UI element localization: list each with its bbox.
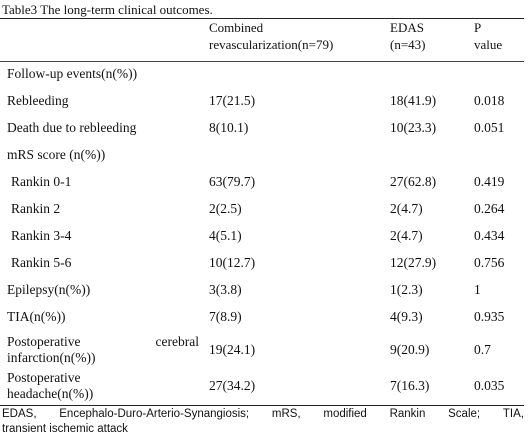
edas-value: 1(2.3)	[390, 282, 423, 297]
p-value: 0.018	[474, 93, 505, 108]
row-label: Rankin 0-1	[11, 174, 72, 189]
table-row-postoperative-cerebral-infarction: Postoperative cerebral infarction(n(%)) …	[0, 334, 524, 368]
table-row-postoperative-headache: Postoperative headache(n(%)) 27(34.2) 7(…	[0, 370, 524, 404]
row-label: Rankin 5-6	[11, 255, 72, 270]
footnote-word: Rankin	[389, 408, 426, 420]
row-label-line1: Postoperative	[7, 370, 81, 385]
footnote-word: TIA,	[502, 408, 524, 420]
table-header-rule	[0, 61, 524, 62]
footnote-word: modified	[323, 408, 367, 420]
header-edas: EDAS (n=43)	[390, 19, 426, 53]
row-label: Epilepsy(n(%))	[7, 282, 91, 297]
header-edas-line1: EDAS	[390, 20, 424, 35]
header-combined-revascularization: Combined revascularization(n=79)	[209, 19, 333, 53]
footnote-word: EDAS,	[2, 408, 37, 420]
row-label-two-line: Postoperative cerebral infarction(n(%))	[7, 334, 199, 366]
edas-value: 12(27.9)	[390, 255, 437, 270]
row-label-two-line: Postoperative headache(n(%))	[7, 370, 199, 402]
row-label-word: Postoperative	[7, 334, 81, 349]
p-value: 0.434	[474, 228, 505, 243]
edas-value: 27(62.8)	[390, 174, 437, 189]
combined-value: 3(3.8)	[209, 282, 242, 297]
header-p-line2: value	[474, 37, 503, 52]
edas-value: 18(41.9)	[390, 93, 437, 108]
header-combined-line1: Combined	[209, 20, 264, 35]
combined-value: 2(2.5)	[209, 201, 242, 216]
header-p-line1: P	[474, 20, 482, 35]
combined-value: 7(8.9)	[209, 309, 242, 324]
combined-value: 63(79.7)	[209, 174, 256, 189]
header-combined-line2: revascularization(n=79)	[209, 37, 334, 52]
combined-value: 27(34.2)	[209, 378, 256, 393]
combined-value: 10(12.7)	[209, 255, 256, 270]
combined-value: 17(21.5)	[209, 93, 256, 108]
edas-value: 2(4.7)	[390, 228, 423, 243]
row-label: Rankin 2	[11, 201, 61, 216]
p-value: 0.035	[474, 378, 505, 393]
table-footnote: EDAS, Encephalo-Duro-Arterio-Synangiosis…	[2, 407, 524, 437]
footnote-line1: EDAS, Encephalo-Duro-Arterio-Synangiosis…	[2, 407, 524, 422]
edas-value: 2(4.7)	[390, 201, 423, 216]
edas-value: 4(9.3)	[390, 309, 423, 324]
footnote-word: Scale;	[448, 408, 481, 420]
p-value: 0.935	[474, 309, 505, 324]
row-label-line2: infarction(n(%))	[7, 350, 96, 365]
footnote-word: mRS,	[271, 408, 301, 420]
p-value: 0.051	[474, 120, 505, 135]
table-caption: Table3 The long-term clinical outcomes.	[2, 2, 213, 17]
p-value: 0.756	[474, 255, 505, 270]
footnote-line2: transient ischemic attack	[2, 423, 128, 435]
header-p-value: P value	[474, 19, 502, 53]
row-label: Rebleeding	[7, 93, 69, 108]
edas-value: 9(20.9)	[390, 342, 430, 357]
row-label-word: cerebral	[155, 334, 199, 349]
p-value: 0.7	[474, 342, 491, 357]
combined-value: 4(5.1)	[209, 228, 242, 243]
edas-value: 10(23.3)	[390, 120, 437, 135]
row-label: Rankin 3-4	[11, 228, 72, 243]
p-value: 0.419	[474, 174, 505, 189]
row-label: Follow-up events(n(%))	[7, 66, 138, 81]
p-value: 1	[474, 282, 481, 297]
header-edas-line2: (n=43)	[390, 37, 426, 52]
table-bottom-rule	[0, 405, 524, 406]
footnote-word: Encephalo-Duro-Arterio-Synangiosis;	[59, 408, 250, 420]
row-label: Death due to rebleeding	[7, 120, 137, 135]
edas-value: 7(16.3)	[390, 378, 430, 393]
combined-value: 8(10.1)	[209, 120, 249, 135]
row-label-line1: Postoperative cerebral	[7, 334, 199, 350]
row-label-line2: headache(n(%))	[7, 386, 94, 401]
clinical-outcomes-table: Combined revascularization(n=79) EDAS (n…	[0, 18, 524, 406]
row-label: mRS score (n(%))	[7, 147, 106, 162]
row-label: TIA(n(%))	[7, 309, 66, 324]
p-value: 0.264	[474, 201, 505, 216]
combined-value: 19(24.1)	[209, 342, 256, 357]
table-top-rule	[0, 18, 524, 19]
